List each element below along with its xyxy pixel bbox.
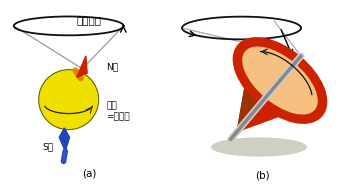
Text: 歳差運動: 歳差運動 [77,15,102,25]
Ellipse shape [242,46,318,115]
Text: (b): (b) [255,170,270,180]
Polygon shape [237,56,309,131]
Polygon shape [237,56,264,131]
Ellipse shape [211,137,307,157]
Polygon shape [59,128,70,151]
Text: S極: S極 [43,143,54,152]
Text: N極: N極 [106,63,119,72]
Circle shape [38,70,99,130]
Text: (a): (a) [82,169,97,179]
Polygon shape [77,56,87,77]
Ellipse shape [242,46,318,115]
Text: 自転
=スピン: 自転 =スピン [106,102,130,122]
